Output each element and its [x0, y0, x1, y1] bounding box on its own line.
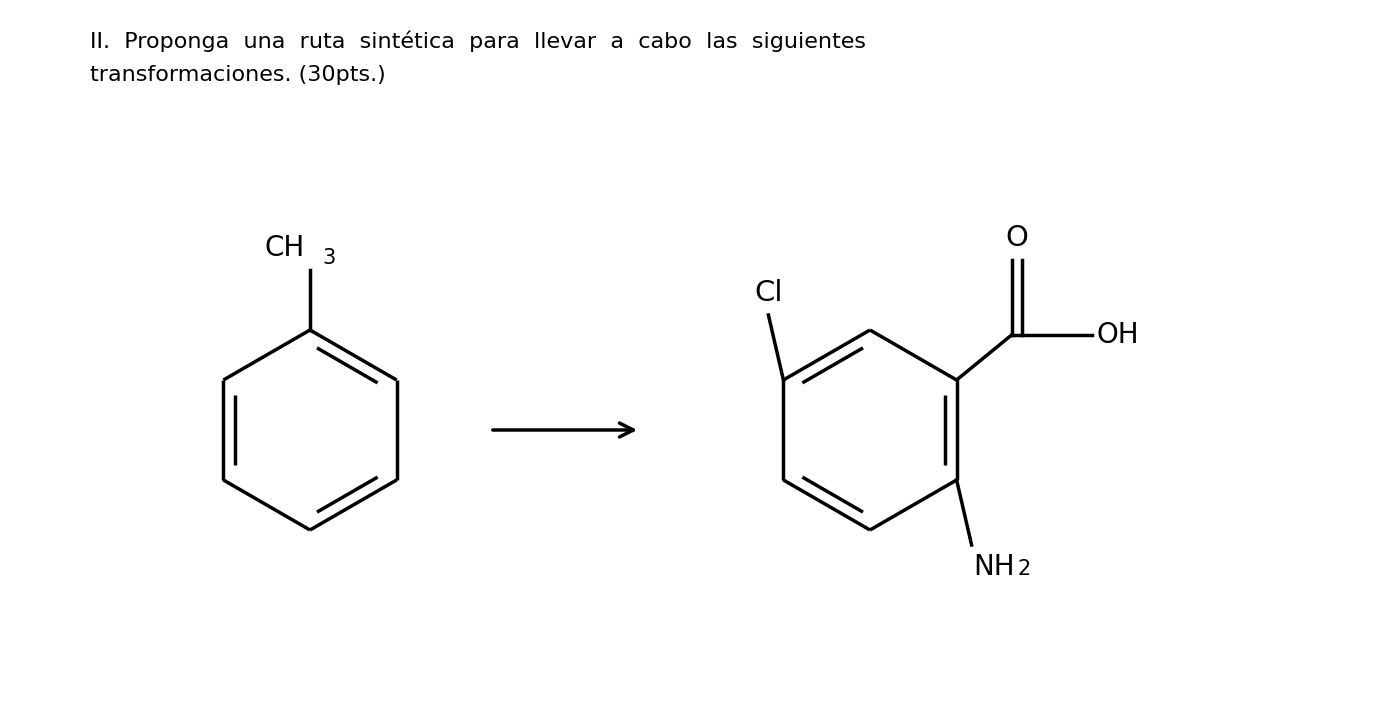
- Text: CH: CH: [265, 234, 304, 262]
- Text: O: O: [1005, 224, 1027, 252]
- Text: II.  Proponga  una  ruta  sintética  para  llevar  a  cabo  las  siguientes: II. Proponga una ruta sintética para lle…: [89, 30, 866, 52]
- Text: 3: 3: [322, 248, 335, 268]
- Text: NH: NH: [973, 553, 1015, 581]
- Text: transformaciones. (30pts.): transformaciones. (30pts.): [89, 65, 385, 85]
- Text: OH: OH: [1097, 321, 1139, 349]
- Text: Cl: Cl: [754, 279, 783, 307]
- Text: 2: 2: [1018, 559, 1030, 579]
